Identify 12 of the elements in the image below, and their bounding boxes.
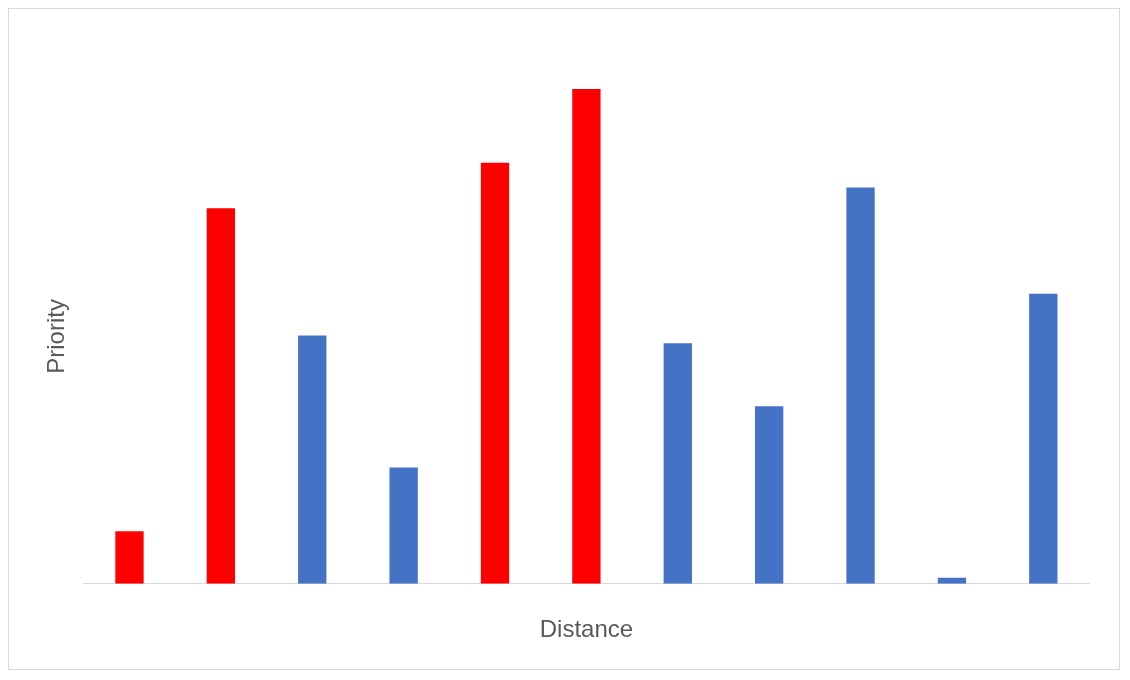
bar [846,187,875,584]
bar [755,406,784,584]
bar [480,162,510,584]
bar [389,467,418,584]
bar [663,343,692,584]
bar [572,89,601,584]
bar [206,208,236,584]
y-axis-title: Priority [42,299,70,374]
x-axis-title: Distance [539,615,634,643]
bar [298,335,327,584]
bar [115,531,144,584]
bar [1029,293,1058,584]
